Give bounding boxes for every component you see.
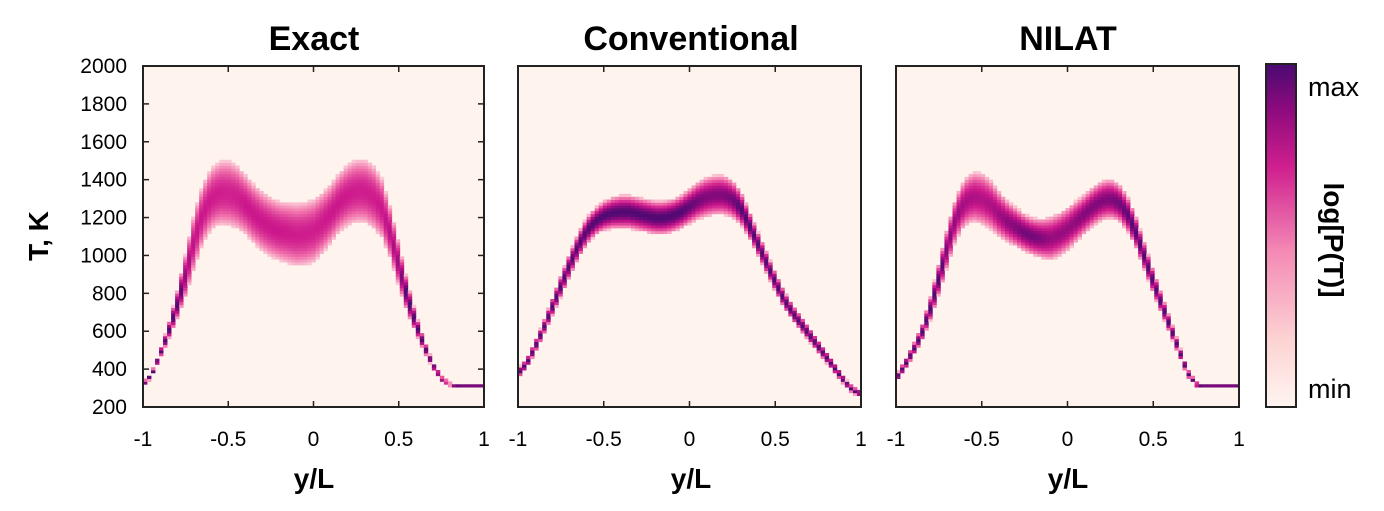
panel-title-exact: Exact — [269, 20, 360, 58]
x-tick-label: 1 — [1233, 428, 1245, 451]
x-tick-label: -1 — [509, 428, 528, 451]
y-tick-label: 1800 — [80, 93, 127, 116]
x-tick-label: 1 — [478, 428, 490, 451]
x-tick-label: 0.5 — [384, 428, 413, 451]
y-tick-label: 400 — [92, 358, 127, 381]
x-tick-label: -0.5 — [586, 428, 622, 451]
x-axis-label-exact: y/L — [294, 463, 334, 494]
x-tick-label: -1 — [134, 428, 153, 451]
density-band-nilat — [896, 171, 1240, 388]
x-ticks-nilat: -1 -0.5 0 0.5 1 — [887, 66, 1245, 451]
y-axis-label: T, K — [23, 211, 54, 261]
x-axis-label-conventional: y/L — [671, 463, 711, 494]
panel-conventional: Conventional -1 -0.5 0 0.5 1 y/L — [509, 20, 867, 494]
x-tick-label: 1 — [855, 428, 867, 451]
colorbar-min-label: min — [1308, 374, 1352, 404]
panel-nilat: NILAT -1 -0.5 0 0.5 1 y/L — [887, 20, 1245, 494]
y-tick-label: 1000 — [80, 244, 127, 267]
y-tick-label: 1600 — [80, 131, 127, 154]
x-tick-label: -0.5 — [210, 428, 246, 451]
x-ticks-conventional: -1 -0.5 0 0.5 1 — [509, 66, 867, 451]
y-tick-label: 200 — [92, 396, 127, 419]
x-tick-label: 0 — [1062, 428, 1074, 451]
y-tick-label: 800 — [92, 282, 127, 305]
colorbar: max min log[P(T)] — [1265, 63, 1360, 408]
plot-area-conventional — [518, 66, 861, 407]
colorbar-max-label: max — [1308, 72, 1360, 102]
x-tick-label: 0.5 — [761, 428, 790, 451]
x-tick-label: -0.5 — [964, 428, 1000, 451]
density-band-exact — [143, 159, 485, 388]
x-axis-label-nilat: y/L — [1048, 463, 1088, 494]
density-band-conventional — [518, 173, 862, 397]
panel-exact: Exact -1 -0.5 0 0.5 1 200 400 600 800 1000 1200 14… — [80, 20, 1239, 494]
y-tick-label: 2000 — [80, 55, 127, 78]
x-tick-label: 0 — [684, 428, 696, 451]
y-tick-label: 600 — [92, 320, 127, 343]
x-tick-label: 0.5 — [1139, 428, 1168, 451]
colorbar-title: log[P(T)] — [1318, 182, 1349, 297]
x-tick-label: 0 — [308, 428, 320, 451]
x-tick-label: -1 — [887, 428, 906, 451]
panel-title-conventional: Conventional — [583, 20, 798, 58]
colorbar-gradient — [1265, 63, 1297, 408]
y-tick-label: 1200 — [80, 207, 127, 230]
x-ticks-exact: -1 -0.5 0 0.5 1 — [134, 66, 490, 451]
y-tick-label: 1400 — [80, 169, 127, 192]
panel-title-nilat: NILAT — [1019, 20, 1117, 58]
